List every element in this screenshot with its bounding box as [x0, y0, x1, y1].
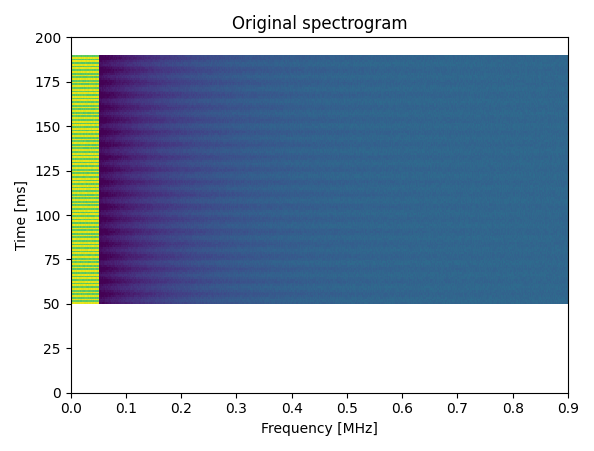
- Title: Original spectrogram: Original spectrogram: [232, 15, 407, 33]
- Y-axis label: Time [ms]: Time [ms]: [15, 180, 29, 250]
- X-axis label: Frequency [MHz]: Frequency [MHz]: [261, 422, 378, 436]
